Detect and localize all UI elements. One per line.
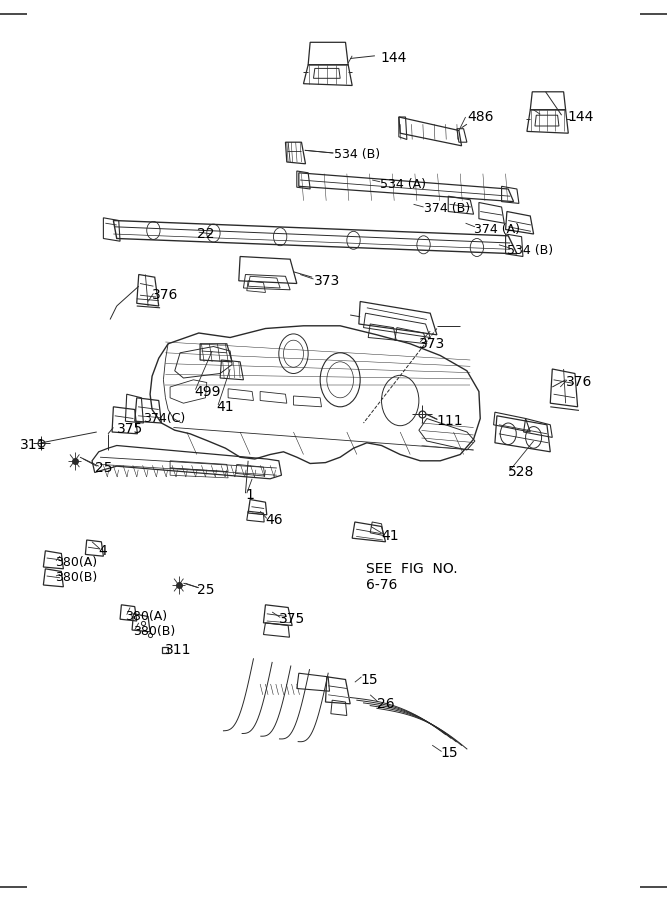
Text: 15: 15 xyxy=(440,746,458,760)
Text: 144: 144 xyxy=(380,51,407,66)
Text: SEE  FIG  NO.: SEE FIG NO. xyxy=(366,562,457,576)
Text: 528: 528 xyxy=(508,465,535,480)
Text: 376: 376 xyxy=(152,288,179,302)
Text: 15: 15 xyxy=(360,672,378,687)
Text: 311: 311 xyxy=(165,643,192,657)
Text: 534 (B): 534 (B) xyxy=(507,244,553,256)
Text: 534 (B): 534 (B) xyxy=(334,148,380,161)
Text: 380(A): 380(A) xyxy=(55,556,97,569)
Text: 1: 1 xyxy=(245,488,254,502)
Text: 311: 311 xyxy=(20,437,47,452)
Text: 380(B): 380(B) xyxy=(55,572,97,584)
Text: 374(C): 374(C) xyxy=(143,412,185,425)
Text: 486: 486 xyxy=(467,110,494,124)
Text: 144: 144 xyxy=(567,110,594,124)
Text: 374 (B): 374 (B) xyxy=(424,202,470,215)
Text: 41: 41 xyxy=(382,528,399,543)
Text: 6-76: 6-76 xyxy=(366,578,397,592)
Text: 46: 46 xyxy=(265,513,283,527)
Text: 380(B): 380(B) xyxy=(133,626,175,638)
Text: 373: 373 xyxy=(313,274,340,288)
Text: 499: 499 xyxy=(195,384,221,399)
Text: 25: 25 xyxy=(95,461,113,475)
Text: 534 (A): 534 (A) xyxy=(380,178,426,191)
Text: 22: 22 xyxy=(197,227,214,241)
Text: 26: 26 xyxy=(377,697,394,711)
Text: 111: 111 xyxy=(437,414,464,428)
Text: 41: 41 xyxy=(217,400,234,414)
Text: 375: 375 xyxy=(117,422,143,436)
Text: 4: 4 xyxy=(99,544,107,558)
Text: 375: 375 xyxy=(279,612,305,626)
Text: 376: 376 xyxy=(566,375,592,390)
Text: 380(A): 380(A) xyxy=(125,610,167,623)
Text: 25: 25 xyxy=(197,582,214,597)
Text: 373: 373 xyxy=(419,337,445,351)
Text: 374 (A): 374 (A) xyxy=(474,223,520,236)
